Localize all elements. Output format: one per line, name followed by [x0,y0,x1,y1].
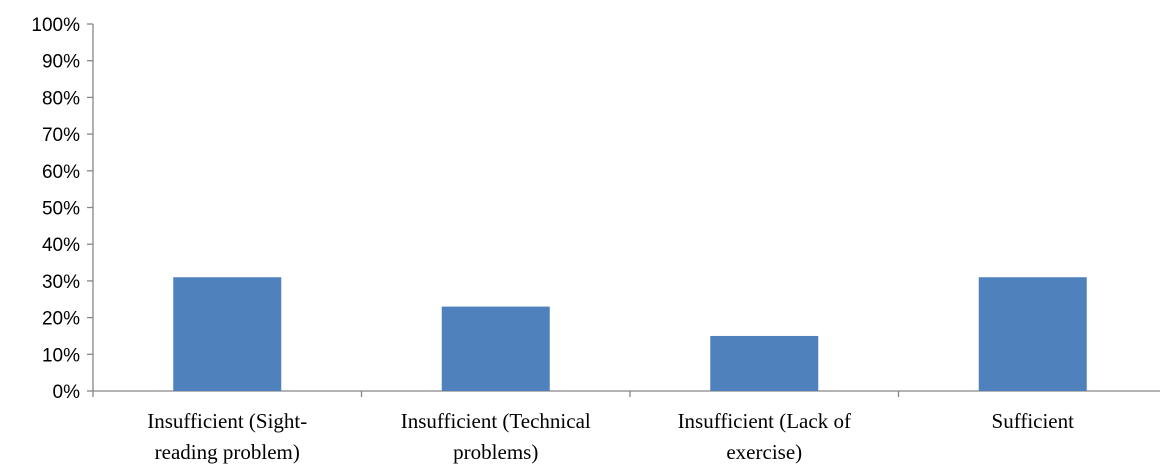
y-tick-label: 20% [42,309,80,330]
x-tick-label-line: Insufficient (Lack of [678,409,851,433]
x-tick-label-line: exercise) [726,440,802,464]
bar [978,277,1087,391]
x-tick-label-line: Insufficient (Technical [401,409,591,433]
y-tick-label: 30% [42,272,80,293]
bar [441,306,550,391]
y-tick-label: 90% [42,52,80,73]
bar [710,335,819,391]
y-tick-label: 70% [42,125,80,146]
x-tick-label: Insufficient (Lack of exercise) [678,409,851,464]
x-tick-label-line: problems) [453,440,538,464]
x-tick-label: Sufficient [992,409,1075,433]
x-tick-label-line: Sufficient [992,409,1075,433]
x-tick-label-line: Insufficient (Sight- [147,409,307,433]
x-tick-label-line: reading problem) [155,440,300,464]
y-tick-label: 100% [31,15,80,36]
y-tick-label: 80% [42,88,80,109]
x-tick-label: Insufficient (Sight-reading problem) [147,409,307,464]
bars [173,277,1087,391]
bar [173,277,282,391]
y-tick-label: 50% [42,199,80,220]
y-tick-label: 0% [53,382,81,403]
y-tick-label: 60% [42,162,80,183]
x-axis [92,390,1160,397]
y-tick-label: 40% [42,235,80,256]
y-axis: 0% 10% 20% 30% 40% 50% 60% 70% 80% 90% 100% [31,15,94,403]
x-tick-label: Insufficient (Technical problems) [401,409,591,464]
y-tick-label: 10% [42,345,80,366]
x-tick-labels: Insufficient (Sight-reading problem)Insu… [147,409,1074,464]
